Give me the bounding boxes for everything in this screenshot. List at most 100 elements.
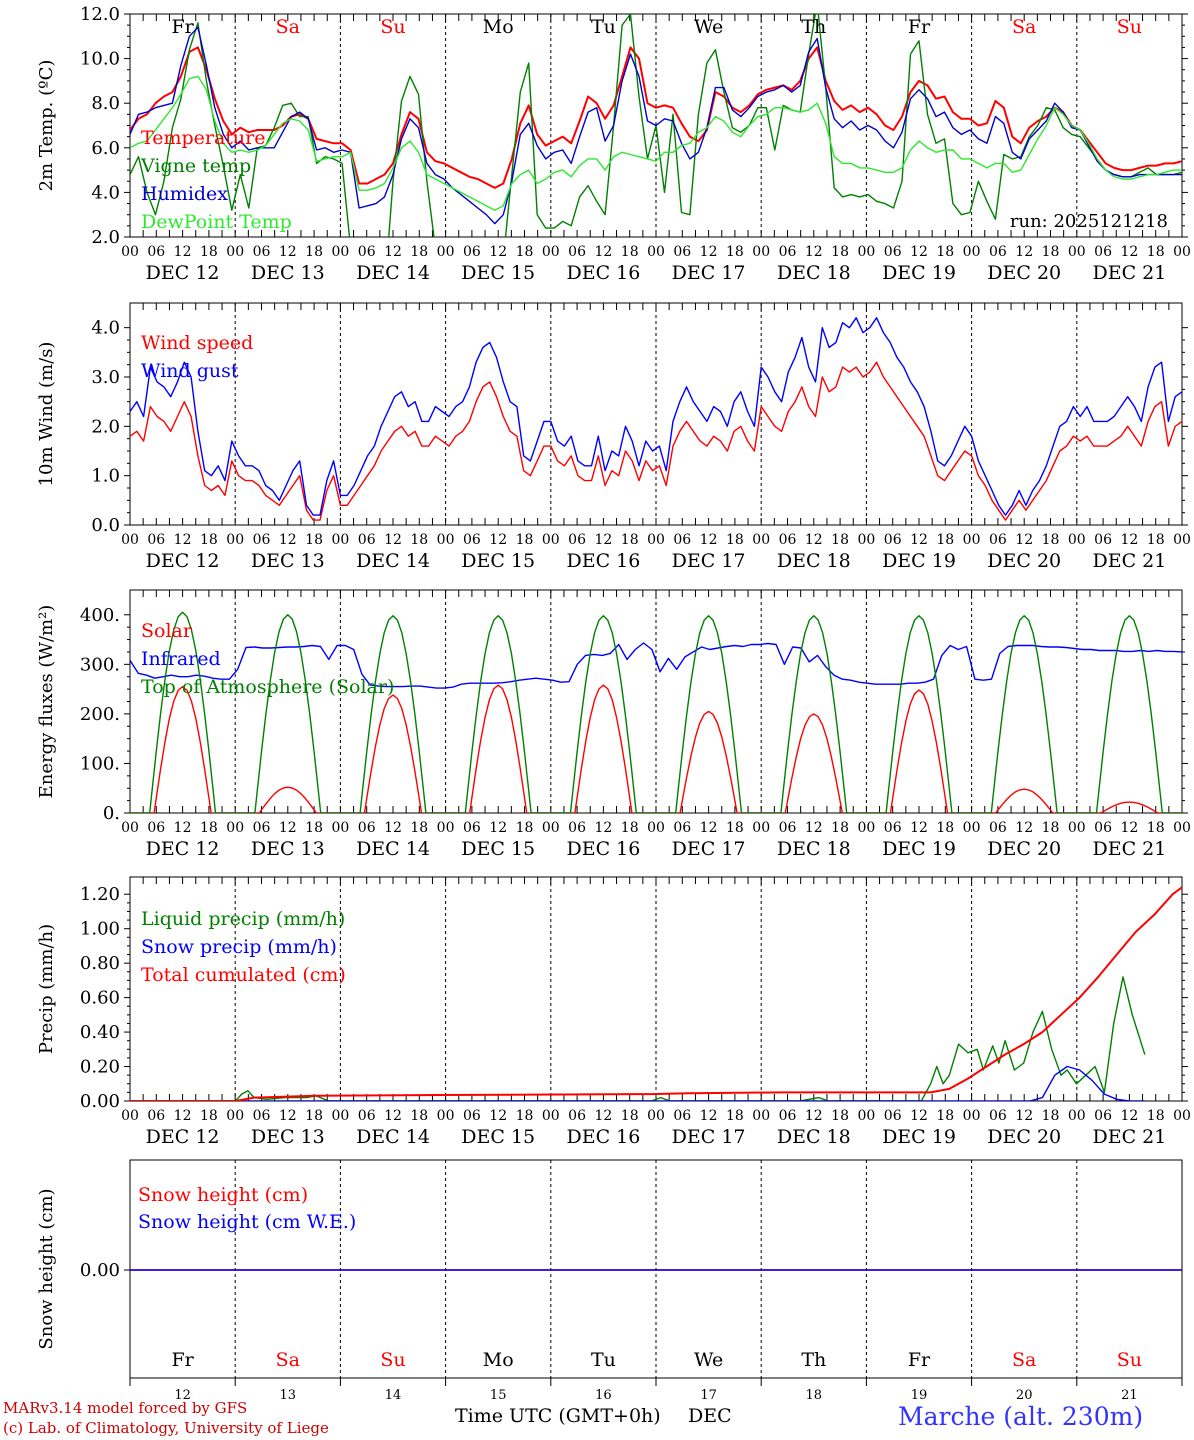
station-label: Marche (alt. 230m) [898,1402,1144,1431]
hour-tick-label: 18 [1147,532,1165,548]
series-line-humidex [130,26,1182,225]
hour-tick-label: 18 [936,820,954,836]
hour-tick-label: 06 [779,820,797,836]
date-label: DEC 17 [672,1126,746,1148]
hour-tick-label: 00 [647,1108,665,1124]
hour-tick-label: 00 [437,244,455,260]
hour-tick-label: 12 [700,244,718,260]
hour-tick-label: 12 [700,820,718,836]
legend-label: Snow precip (mm/h) [141,936,337,958]
date-number-label: 20 [1016,1388,1033,1403]
date-label: DEC 14 [356,1126,430,1148]
hour-tick-label: 18 [200,244,218,260]
hour-tick-label: 18 [305,532,323,548]
series-line-wind-speed [130,361,1182,521]
hour-tick-label: 18 [621,244,639,260]
hour-tick-label: 00 [121,532,139,548]
date-number-label: 19 [911,1388,928,1403]
date-label: DEC 15 [461,1126,535,1148]
hour-tick-label: 00 [752,244,770,260]
y-tick-label: 3.0 [91,367,120,388]
date-label: DEC 15 [461,550,535,572]
hour-tick-label: 12 [910,1108,928,1124]
legend-label: Infrared [141,648,221,670]
x-axis-title: Time UTC (GMT+0h) [455,1405,661,1427]
date-label: DEC 20 [987,550,1061,572]
hour-tick-label: 06 [673,820,691,836]
hour-tick-label: 12 [489,244,507,260]
day-name-bottom: Su [380,1349,405,1371]
series-line-solar [130,684,1182,813]
day-name-top: Su [380,16,405,38]
hour-tick-label: 12 [594,820,612,836]
hour-tick-label: 06 [463,1108,481,1124]
hour-tick-label: 06 [147,820,165,836]
hour-tick-label: 00 [226,532,244,548]
hour-tick-label: 06 [358,244,376,260]
hour-tick-label: 18 [516,244,534,260]
hour-tick-label: 12 [1120,244,1138,260]
y-tick-label: 2.0 [91,416,120,437]
y-tick-label: 1.20 [80,884,120,905]
date-number-label: 12 [174,1388,191,1403]
y-tick-label: 4.0 [91,318,120,339]
hour-tick-label: 06 [463,820,481,836]
hour-tick-label: 06 [253,532,271,548]
y-tick-label: 400. [80,605,120,626]
date-label: DEC 21 [1092,550,1166,572]
hour-tick-label: 12 [594,532,612,548]
y-tick-label: 0.40 [80,1022,120,1043]
day-name-bottom: Fr [908,1349,931,1371]
hour-tick-label: 06 [884,244,902,260]
date-number-label: 21 [1121,1388,1138,1403]
date-label: DEC 17 [672,550,746,572]
y-tick-label: 10.0 [80,49,120,70]
date-label: DEC 16 [566,1126,640,1148]
hour-tick-label: 00 [963,1108,981,1124]
date-label: DEC 13 [251,550,325,572]
series-line-infrared [130,642,1182,689]
hour-tick-label: 18 [621,1108,639,1124]
hour-tick-label: 06 [147,244,165,260]
day-name-bottom: Sa [276,1349,300,1371]
day-name-bottom: Mo [483,1349,514,1371]
legend-label: Vigne temp [140,155,251,177]
hour-tick-label: 00 [331,1108,349,1124]
series-line-dewpoint-temp [130,75,1182,211]
date-label: DEC 14 [356,262,430,284]
hour-tick-label: 12 [1120,532,1138,548]
date-label: DEC 13 [251,262,325,284]
hour-tick-label: 12 [384,1108,402,1124]
hour-tick-label: 12 [805,820,823,836]
hour-tick-label: 18 [200,1108,218,1124]
y-tick-label: 0.20 [80,1057,120,1078]
hour-tick-label: 06 [884,1108,902,1124]
hour-tick-label: 18 [1147,1108,1165,1124]
hour-tick-label: 18 [936,532,954,548]
hour-tick-label: 00 [963,244,981,260]
date-label: DEC 13 [251,838,325,860]
hour-tick-label: 12 [910,820,928,836]
y-tick-label: 4.0 [91,182,120,203]
hour-tick-label: 12 [805,1108,823,1124]
date-label: DEC 18 [777,262,851,284]
date-label: DEC 18 [777,550,851,572]
day-name-top: Mo [483,16,514,38]
month-label: DEC [688,1405,732,1427]
hour-tick-label: 06 [147,532,165,548]
model-credit: MARv3.14 model forced by GFS [3,1399,248,1417]
hour-tick-label: 06 [568,532,586,548]
hour-tick-label: 18 [831,820,849,836]
y-tick-label: 1.0 [91,466,120,487]
hour-tick-label: 00 [331,244,349,260]
hour-tick-label: 12 [1015,532,1033,548]
hour-tick-label: 12 [489,820,507,836]
hour-tick-label: 06 [1094,244,1112,260]
hour-tick-label: 00 [752,1108,770,1124]
hour-tick-label: 18 [410,244,428,260]
hour-tick-label: 12 [174,820,192,836]
y-tick-label: 0.0 [91,515,120,536]
hour-tick-label: 18 [1042,820,1060,836]
legend-label: DewPoint Temp [141,211,292,233]
